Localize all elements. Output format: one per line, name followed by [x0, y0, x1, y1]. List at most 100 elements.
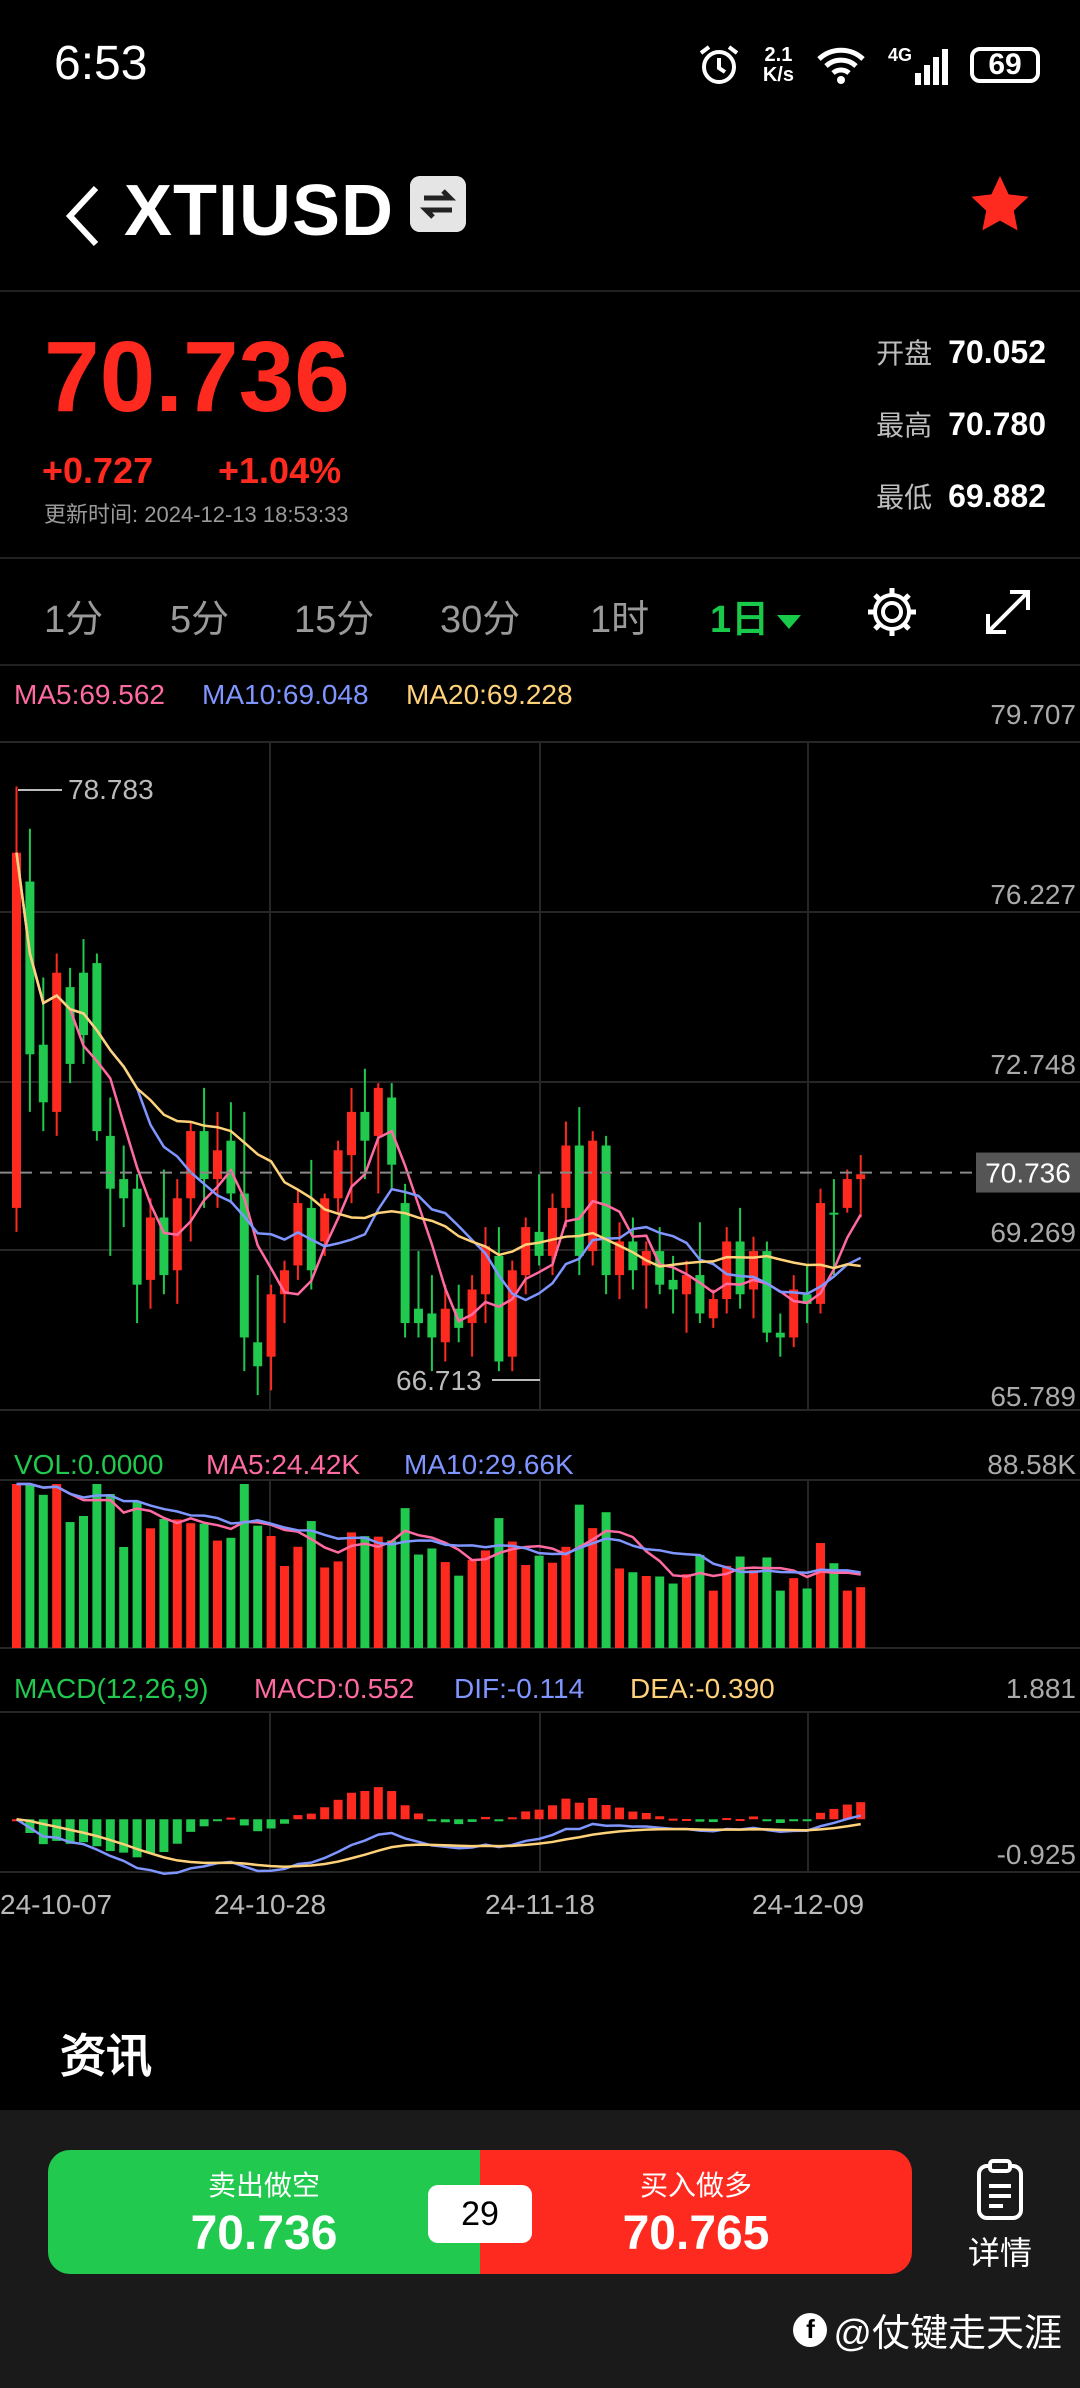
candle-body [467, 1289, 477, 1324]
candle-body [561, 1145, 571, 1208]
volume-bar [467, 1559, 477, 1648]
x-axis-label: 24-12-09 [752, 1889, 864, 1920]
tab-1min[interactable]: 1分 [44, 599, 104, 641]
status-icons: 2.1 K/s 4G 69 [697, 40, 1040, 90]
alarm-icon [699, 45, 739, 84]
back-arrow-icon[interactable] [56, 176, 116, 256]
volume-bar [159, 1518, 169, 1648]
detail-button[interactable]: 详情 [960, 2158, 1040, 2274]
volume-bar [186, 1523, 196, 1648]
macd-dif-legend: DIF:-0.114 [454, 1673, 584, 1704]
macd-bar [856, 1802, 866, 1820]
buy-long-button[interactable]: 买入做多 70.765 [480, 2150, 912, 2274]
network-type: 4G [887, 45, 912, 65]
low-value: 69.882 [948, 478, 1046, 514]
volume-bar [601, 1512, 611, 1648]
news-section-title[interactable]: 资讯 [60, 2030, 152, 2082]
max-price-label: 78.783 [68, 774, 154, 805]
weibo-logo-icon: f [793, 2312, 828, 2347]
macd-dea-line [16, 1818, 861, 1868]
kline-chart[interactable]: MA5:69.562 MA10:69.048 MA20:69.228 79.70… [0, 666, 1080, 1926]
volume-bar [132, 1501, 142, 1648]
macd-bar [119, 1819, 129, 1853]
candle-body [132, 1188, 142, 1285]
tab-30min[interactable]: 30分 [440, 599, 521, 641]
min-price-label: 66.713 [396, 1365, 482, 1396]
macd-bar [588, 1797, 598, 1820]
volume-bar [347, 1532, 356, 1648]
macd-bar [574, 1802, 584, 1820]
macd-bar [52, 1819, 62, 1841]
tab-5min[interactable]: 5分 [170, 599, 230, 641]
macd-bar [25, 1819, 35, 1834]
tab-15min[interactable]: 15分 [294, 599, 375, 641]
buy-label: 买入做多 [639, 2170, 752, 2201]
candle-body [708, 1299, 718, 1319]
candle-body [615, 1241, 624, 1276]
candle-body [816, 1203, 825, 1304]
candle-body [481, 1246, 490, 1295]
volume-bar [548, 1562, 557, 1648]
macd-bar [92, 1819, 102, 1847]
sell-short-button[interactable]: 卖出做空 70.736 [48, 2150, 480, 2274]
macd-bar [561, 1798, 571, 1820]
watermark: f @仗键走天涯 [793, 2302, 1062, 2357]
macd-bar [842, 1804, 852, 1820]
vol-legend: VOL:0.0000 [14, 1449, 163, 1480]
macd-bar [414, 1813, 423, 1820]
macd-bar [695, 1819, 705, 1822]
macd-bar [373, 1787, 383, 1820]
volume-bar [172, 1519, 182, 1648]
macd-bar [306, 1813, 316, 1820]
trade-bar: 卖出做空 70.736 买入做多 70.765 29 详情 f @仗键走天涯 [0, 2110, 1080, 2388]
update-time: 更新时间: 2024-12-13 18:53:33 [44, 502, 349, 527]
favorite-star-icon[interactable] [968, 172, 1032, 236]
candle-body [119, 1179, 129, 1199]
volume-bar [440, 1562, 450, 1648]
macd-bar [199, 1819, 209, 1827]
dropdown-triangle-icon [777, 614, 802, 629]
candle-body [668, 1279, 678, 1290]
macd-dea-legend: DEA:-0.390 [630, 1673, 775, 1704]
fullscreen-expand-icon[interactable] [980, 584, 1036, 640]
x-axis-label: 24-10-28 [214, 1889, 326, 1920]
macd-bar [146, 1819, 155, 1854]
clipboard-icon [977, 2159, 1023, 2220]
volume-bar [293, 1546, 303, 1648]
net-speed: 2.1 K/s [762, 44, 794, 86]
candle-body [682, 1275, 691, 1295]
settings-gear-icon[interactable] [864, 584, 920, 640]
macd-bar [615, 1807, 624, 1820]
candle-body [146, 1217, 155, 1280]
tab-1hour[interactable]: 1时 [590, 599, 650, 641]
volume-bar [722, 1565, 732, 1648]
battery-icon: 69 [970, 47, 1040, 83]
volume-bar [253, 1525, 263, 1648]
volume-bar [400, 1508, 410, 1648]
vol-max-label: 88.58K [987, 1449, 1076, 1480]
ma5-line [15, 852, 862, 1323]
status-time: 6:53 [54, 37, 148, 90]
legend-ma10: MA10:69.048 [202, 679, 369, 710]
volume-bar [494, 1518, 504, 1648]
candle-body [735, 1241, 745, 1295]
volume-bar [387, 1540, 397, 1648]
candle-body [25, 881, 35, 1055]
tab-1day[interactable]: 1日 [710, 588, 802, 643]
macd-bar [762, 1819, 772, 1822]
candle-body [601, 1145, 611, 1276]
candle-body [105, 1135, 115, 1189]
candle-body [12, 852, 21, 1208]
high-row: 最高 70.780 [876, 406, 1046, 442]
macd-bar [387, 1791, 397, 1820]
macd-bar [494, 1819, 504, 1822]
macd-bar [829, 1808, 839, 1820]
volume-bar [708, 1590, 718, 1648]
macd-bar [172, 1819, 182, 1844]
swap-symbol-icon[interactable] [410, 176, 466, 232]
candle-body [775, 1332, 785, 1338]
macd-bar [132, 1819, 142, 1858]
volume-bar [427, 1548, 437, 1648]
macd-bar [722, 1818, 732, 1821]
volume-bar [105, 1494, 115, 1648]
